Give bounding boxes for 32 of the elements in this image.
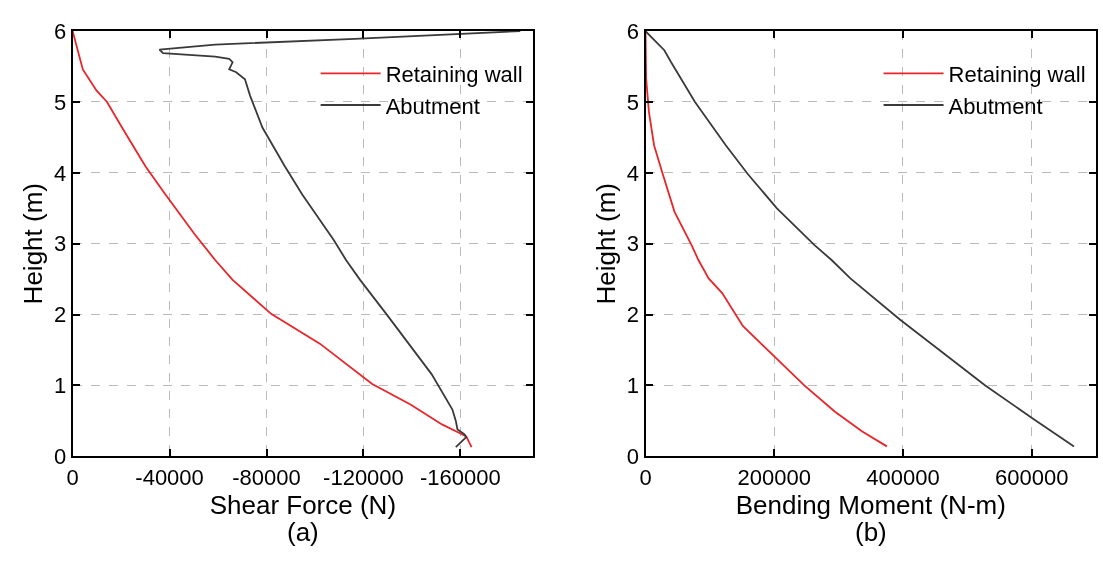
y-tick-label: 2 [626, 302, 640, 328]
y-axis-title: Height (m) [590, 183, 621, 305]
x-tick-label: -160000 [420, 464, 501, 490]
y-axis-title: Height (m) [17, 183, 48, 305]
x-tick-label: 400000 [866, 464, 940, 490]
y-tick-label: 6 [53, 18, 67, 44]
y-tick-label: 3 [626, 231, 640, 257]
x-axis-title: Shear Force (N) [209, 489, 397, 520]
text: (a) [287, 517, 319, 547]
y-tick-label: 0 [53, 444, 67, 470]
legend-label: Abutment [948, 93, 1043, 119]
y-tick-label: 3 [53, 231, 67, 257]
y-tick-label: 4 [53, 160, 67, 186]
x-tick-label: 200000 [737, 464, 811, 490]
legend-label: Abutment [385, 93, 480, 119]
x-tick-label: -80000 [232, 464, 301, 490]
x-tick-label: 600000 [994, 464, 1069, 490]
y-tick-label: 2 [53, 302, 67, 328]
x-tick-label: -120000 [323, 464, 404, 490]
y-tick-label: 1 [53, 373, 67, 399]
y-tick-label: 1 [626, 373, 640, 399]
text: (b) [855, 517, 887, 547]
x-axis-title: Bending Moment (N-m) [735, 489, 1006, 520]
y-tick-label: 6 [626, 18, 640, 44]
line-series [158, 31, 522, 448]
legend-label: Retaining wall [948, 61, 1086, 87]
y-tick-label: 5 [626, 89, 640, 115]
y-tick-label: 0 [626, 444, 640, 470]
y-tick-label: 5 [53, 89, 67, 115]
legend-label: Retaining wall [385, 61, 523, 87]
y-tick-label: 4 [626, 160, 640, 186]
x-tick-label: -40000 [135, 464, 204, 490]
